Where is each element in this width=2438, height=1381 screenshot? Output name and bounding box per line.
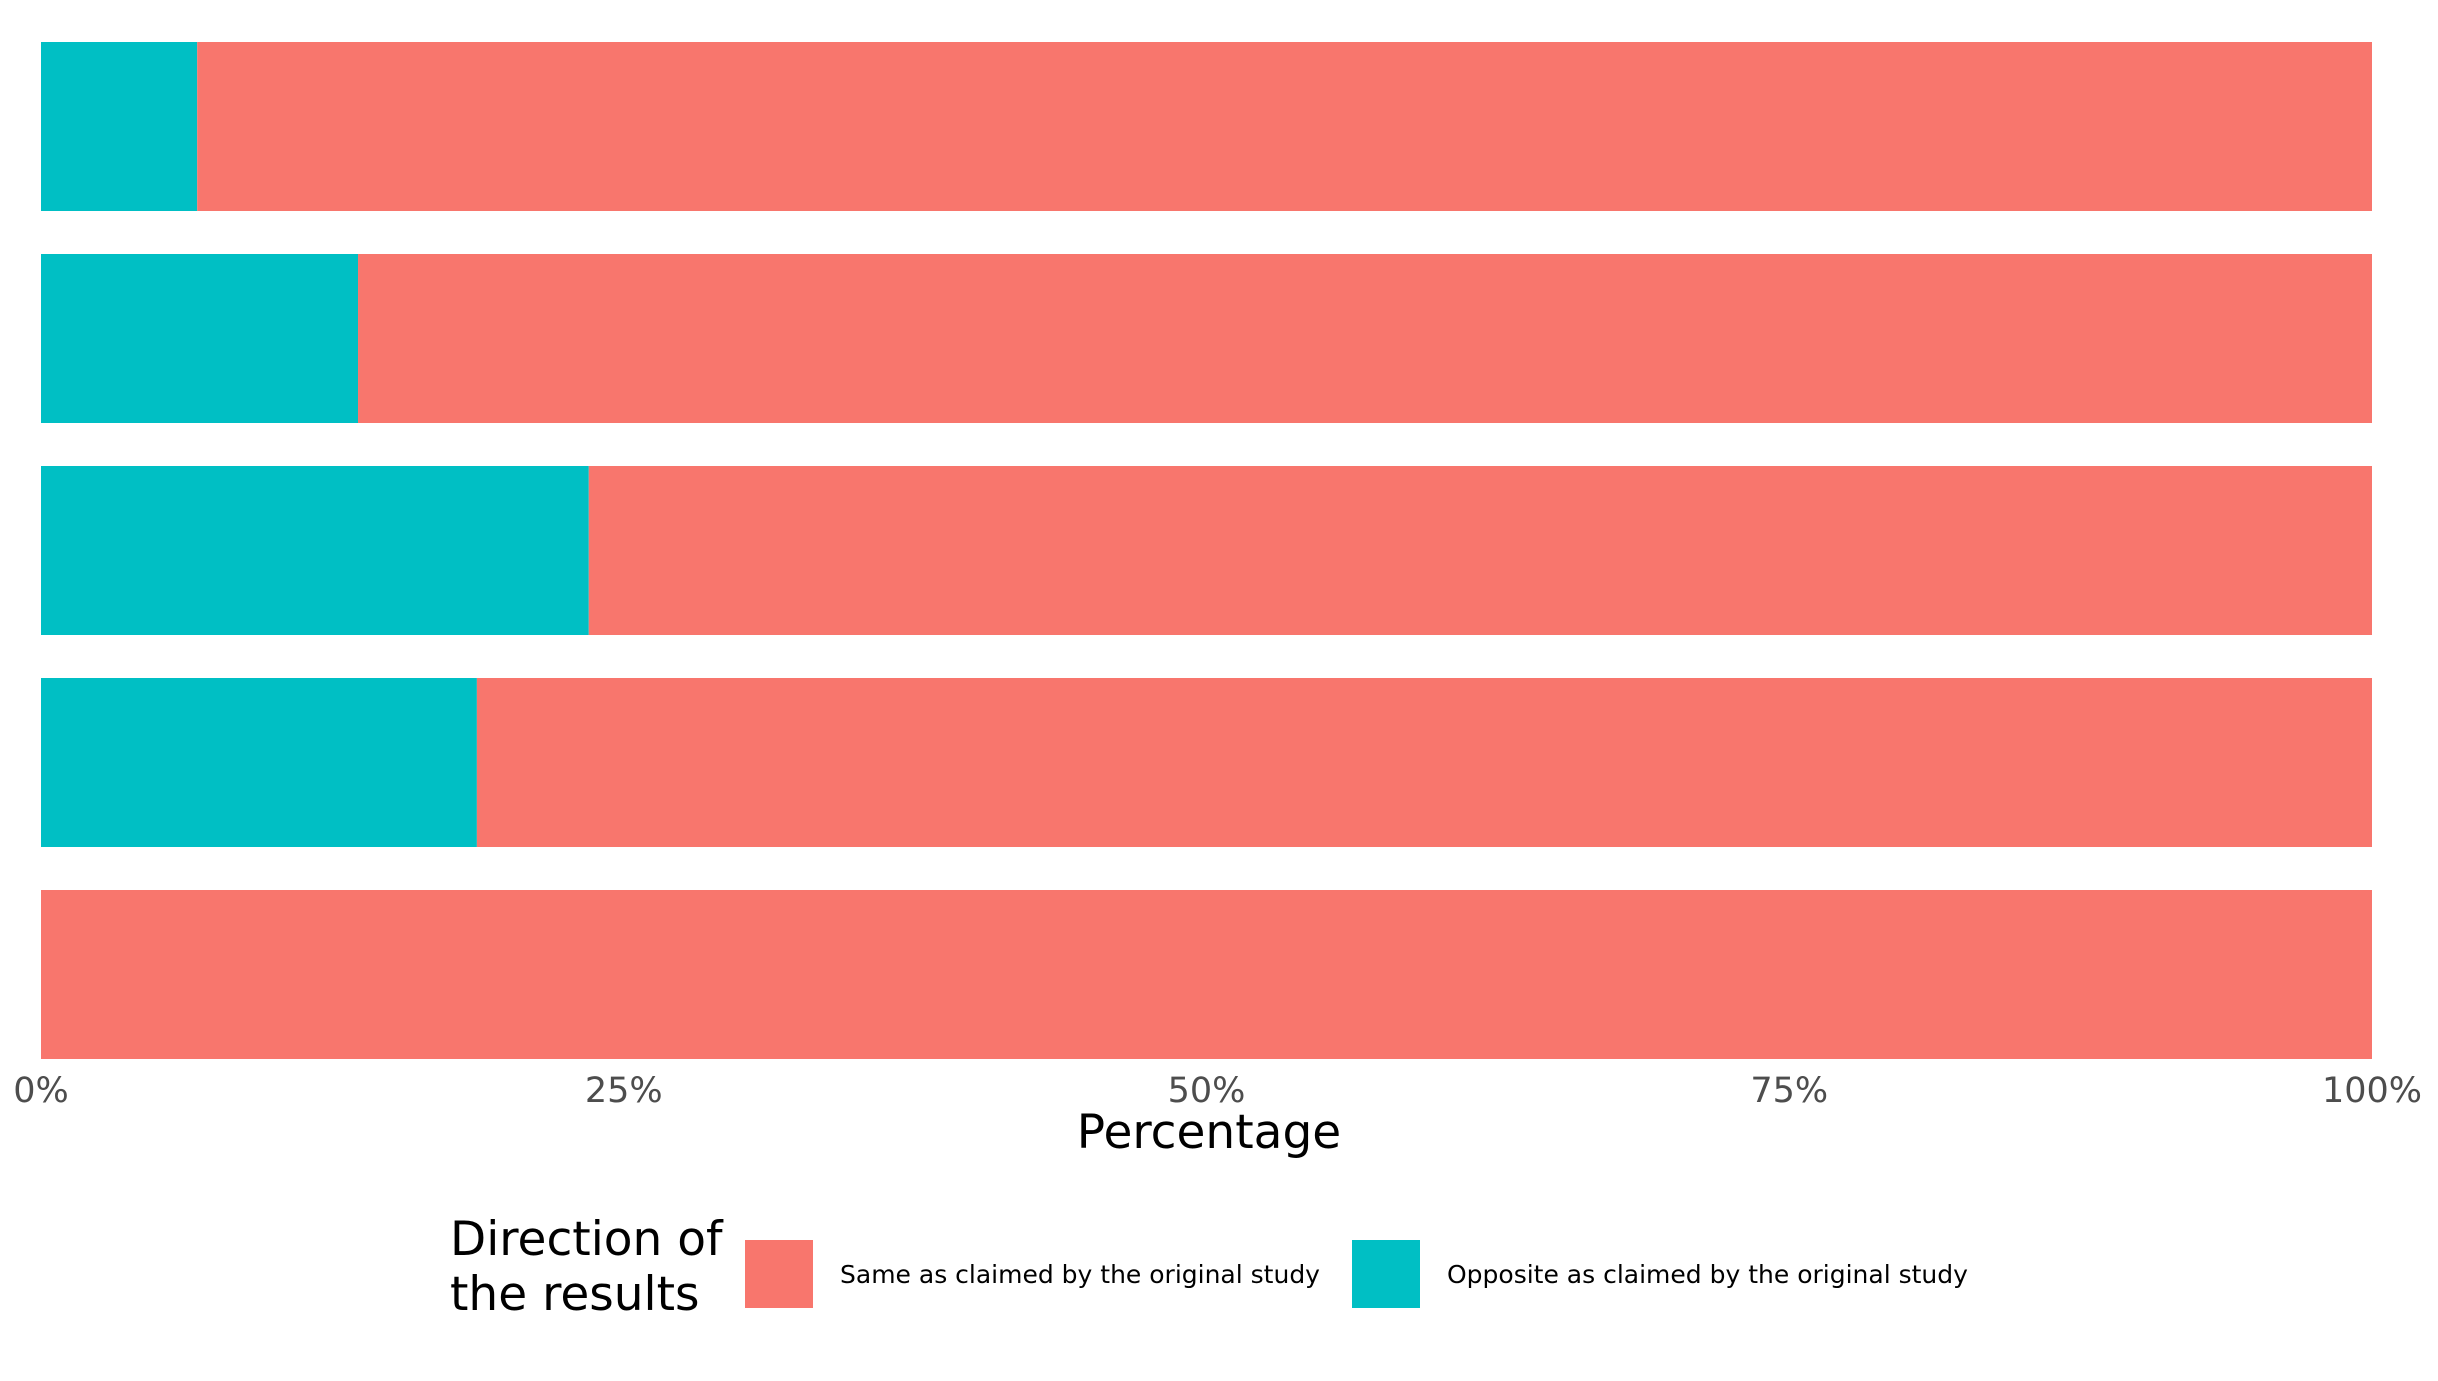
legend-items: Same as claimed by the original study Opp… xyxy=(745,1240,1968,1308)
bar-segment-row1-series2 xyxy=(197,42,2372,211)
x-axis-title: Percentage xyxy=(1077,1105,1341,1160)
legend-title-line-1: Direction of xyxy=(450,1212,724,1267)
legend-label-1: Same as claimed by the original study xyxy=(840,1260,1320,1289)
legend-label-2: Opposite as claimed by the original stud… xyxy=(1447,1260,1968,1289)
x-tick-label: 100% xyxy=(2322,1071,2422,1111)
bar-segment-row3-series1 xyxy=(41,466,589,635)
legend: Direction of the results Same as claimed… xyxy=(450,1212,1968,1322)
x-tick-label: 50% xyxy=(1168,1071,1246,1111)
x-tick-label: 25% xyxy=(585,1071,663,1111)
bar-segment-row2-series1 xyxy=(41,254,359,423)
bar-segment-row4-series2 xyxy=(476,678,2373,847)
x-axis-ticks: 0% 25% 50% 75% 100% xyxy=(13,1071,2422,1111)
x-tick-label: 75% xyxy=(1750,1071,1828,1111)
bar-segment-row4-series1 xyxy=(41,678,477,847)
bars-layer xyxy=(41,42,2373,1059)
bar-segment-row1-series1 xyxy=(41,42,198,211)
bar-segment-row2-series2 xyxy=(358,254,2372,423)
x-tick-label: 0% xyxy=(13,1071,69,1111)
bar-segment-row3-series2 xyxy=(588,466,2373,635)
legend-key-1 xyxy=(745,1240,813,1308)
bar-segment-row5-series2 xyxy=(41,890,2372,1059)
legend-title: Direction of the results xyxy=(450,1212,738,1322)
legend-key-2 xyxy=(1352,1240,1420,1308)
legend-title-line-2: the results xyxy=(450,1267,700,1322)
